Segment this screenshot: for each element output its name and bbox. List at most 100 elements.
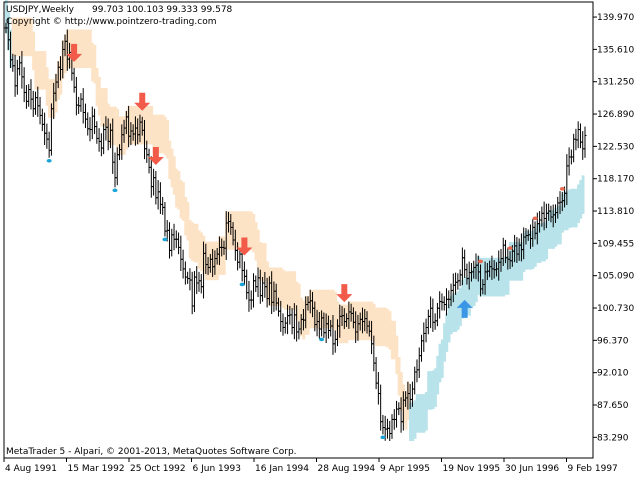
band-segment [463,276,467,316]
band-segment [27,17,31,57]
ohlc-bar [15,59,19,95]
x-tick-label: 4 Aug 1991 [5,464,57,474]
x-tick-label: 28 Aug 1994 [318,464,376,474]
band-segment [95,67,99,107]
band-segment [325,289,328,329]
ohlc-bar [581,131,585,160]
band-segment [245,211,249,250]
buy-arrow-icon [456,299,473,318]
ohlc-bar [38,96,42,125]
sell-arrow-icon [66,43,83,62]
band-segment [13,17,17,57]
y-tick-label: 100.730 [597,304,634,314]
band-segment [93,44,97,84]
band-segment [236,211,240,250]
ohlc-bar [22,67,26,103]
band-segment [159,114,163,154]
band-segment [377,307,381,347]
ohlc-bar [424,318,428,343]
y-tick-label: 87.650 [597,401,629,411]
band-segment [247,211,251,250]
band-segment [384,307,387,347]
ohlc-bar [456,273,460,290]
band-segment [461,279,465,319]
swing-high-dot [559,187,565,191]
ohlc-bar [99,133,103,157]
band-segment [11,17,15,57]
band-segment [465,276,469,316]
band-segment [431,370,435,410]
band-segment [263,243,267,282]
band-segment [374,307,378,346]
sell-arrow-icon [147,146,164,165]
ohlc-bar [197,271,201,292]
ohlc-bar [190,271,194,315]
x-tick-label: 16 Jan 1994 [255,464,309,474]
band-segment [175,168,179,208]
y-tick-label: 135.610 [597,45,634,55]
ohlc-bar [442,296,446,311]
band-segment [399,372,403,411]
band-segment [386,308,390,348]
band-segment [322,289,326,329]
ohlc-bar [281,313,285,336]
swing-high-dot [478,259,484,264]
ohlc-bar [431,298,435,332]
band-segment [456,291,460,330]
band-segment [315,289,319,329]
ohlc-bar [256,267,260,298]
band-segment [290,271,294,310]
ohlc-bar [435,302,439,327]
x-tick-label: 30 Jun 1996 [505,464,559,474]
ohlc-bar [34,91,38,115]
ohlc-bar [83,103,87,129]
band-segment [533,228,537,267]
band-segment [454,293,458,332]
ohlc-bar [374,357,378,390]
band-segment [297,283,301,323]
band-segment [88,29,92,69]
ohlc-bar [413,366,417,395]
ohlc-bar [113,152,117,188]
ohlc-values: 99.703 100.103 99.333 99.578 [92,5,233,15]
band-segment [45,67,49,106]
band-segment [409,402,412,442]
ohlc-bar [578,123,582,149]
ohlc-bar [147,148,151,174]
ohlc-bar [297,321,301,340]
ohlc-bar [426,309,430,335]
band-segment [152,114,156,154]
ohlc-bar [444,288,448,316]
swing-high-dot [532,216,538,221]
band-segment [18,17,22,57]
band-segment [572,188,576,228]
ohlc-bar [86,112,90,136]
ohlc-bar [247,280,251,312]
ohlc-bar [72,67,76,93]
band-segment [118,116,122,155]
ohlc-bar [251,273,255,308]
swing-low-dot [380,435,386,440]
band-segment [542,222,546,262]
ohlc-bar [115,147,119,186]
price-bars [4,17,587,442]
band-segment [295,281,299,321]
plot-frame [3,1,594,459]
band-segment [181,182,185,221]
band-segment [306,296,310,335]
band-segment [404,391,408,430]
ohlc-bar [158,182,162,215]
band-segment [34,51,38,90]
band-segment [261,243,265,282]
ohlc-bar [390,414,394,439]
band-segment [527,231,530,270]
band-segment [449,295,453,335]
y-tick-label: 105.090 [597,272,634,282]
band-segment [422,394,426,433]
band-segment [288,271,292,310]
band-segment [372,303,376,343]
band-segment [565,191,569,231]
band-segment [499,257,503,297]
ohlc-bar [27,84,31,107]
